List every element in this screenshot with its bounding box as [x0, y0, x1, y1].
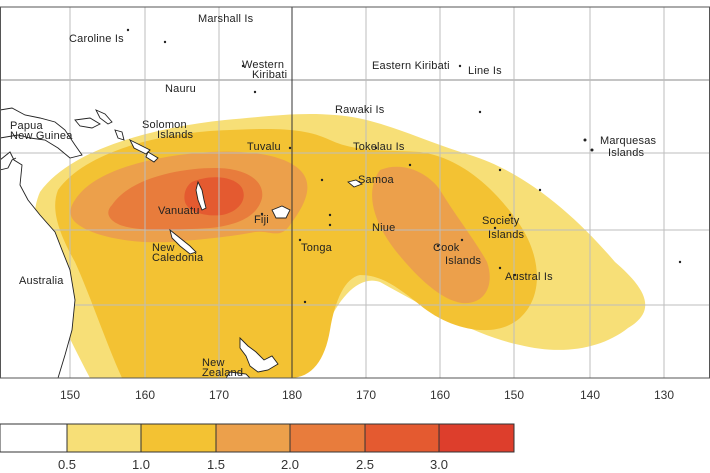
- label-solomon-2: Islands: [157, 129, 194, 141]
- label-new-zealand-2: Zealand: [202, 367, 243, 379]
- band-1-5-to-2-0-east: [372, 166, 490, 304]
- lon-tick-label: 160: [430, 388, 450, 402]
- label-line: Line Is: [468, 65, 502, 77]
- label-nauru: Nauru: [165, 83, 196, 95]
- samoa: [347, 179, 363, 188]
- lon-tick-label: 130: [654, 388, 674, 402]
- place-labels: Marshall Is Caroline Is Western Kiribati…: [10, 13, 657, 379]
- lon-tick-label: 150: [504, 388, 524, 402]
- label-new-zealand-1: New: [202, 357, 225, 369]
- colorbar-swatch: [216, 424, 290, 452]
- new-caledonia: [169, 228, 197, 255]
- lon-tick-label: 150: [60, 388, 80, 402]
- label-samoa: Samoa: [358, 174, 395, 186]
- lon-tick-label: 180: [282, 388, 302, 402]
- new-ireland: [95, 109, 113, 125]
- label-society-2: Islands: [488, 229, 525, 241]
- colorbar-tick-label: 2.0: [281, 457, 299, 472]
- label-vanuatu: Vanuatu: [158, 205, 200, 217]
- colorbar-swatch: [439, 424, 514, 452]
- label-australia: Australia: [19, 275, 64, 287]
- label-new-caledonia-1: New: [152, 242, 175, 254]
- lon-tick-label: 170: [356, 388, 376, 402]
- bougainville: [114, 129, 125, 141]
- label-western-kiribati-1: Western: [242, 59, 284, 71]
- new-guinea: [0, 107, 83, 159]
- new-britain: [74, 117, 101, 129]
- small-islands: [126, 28, 682, 304]
- label-tonga: Tonga: [301, 242, 333, 254]
- colorbar-swatch: [365, 424, 439, 452]
- label-solomon-1: Solomon: [142, 119, 187, 131]
- label-cook-1: Cook: [433, 242, 460, 254]
- colorbar-tick-label: 0.5: [58, 457, 76, 472]
- cape-york: [0, 157, 17, 171]
- label-marquesas-2: Islands: [608, 147, 645, 159]
- label-new-caledonia-2: Caledonia: [152, 252, 204, 264]
- label-marquesas-1: Marquesas: [600, 135, 657, 147]
- colorbar-tick-label: 1.0: [132, 457, 150, 472]
- colorbar-tick-label: 1.5: [207, 457, 225, 472]
- label-eastern-kiribati: Eastern Kiribati: [372, 60, 450, 72]
- label-western-kiribati-2: Kiribati: [252, 69, 287, 81]
- colorbar-outline: [0, 423, 515, 453]
- colorbar-swatch: [290, 424, 365, 452]
- label-cook-2: Islands: [445, 255, 482, 267]
- label-caroline: Caroline Is: [69, 33, 124, 45]
- label-fiji: Fiji: [254, 214, 269, 226]
- label-tuvalu: Tuvalu: [247, 141, 281, 153]
- colorbar-swatch: [0, 424, 67, 452]
- landmasses: [0, 107, 363, 379]
- fiji: [271, 205, 291, 219]
- colorbar-tick-label: 3.0: [430, 457, 448, 472]
- australia-coastline: [0, 151, 76, 379]
- label-austral: Austral Is: [505, 271, 553, 283]
- label-society-1: Society: [482, 215, 520, 227]
- colorbar-swatch: [141, 424, 216, 452]
- label-png-1: Papua: [10, 120, 43, 132]
- lon-tick-label: 160: [135, 388, 155, 402]
- label-marshall: Marshall Is: [198, 13, 254, 25]
- lon-tick-label: 140: [580, 388, 600, 402]
- contour-bands: [34, 113, 646, 378]
- label-png-2: New Guinea: [10, 130, 73, 142]
- label-rawaki: Rawaki Is: [335, 104, 385, 116]
- colorbar-tick-label: 2.5: [356, 457, 374, 472]
- lon-tick-label: 170: [209, 388, 229, 402]
- new-zealand-north: [239, 336, 279, 373]
- label-niue: Niue: [372, 222, 395, 234]
- colorbar-legend: 0.5 1.0 1.5 2.0 2.5 3.0: [0, 423, 515, 472]
- solomon-island-b: [145, 151, 159, 163]
- vanuatu: [195, 180, 207, 211]
- longitude-axis: 150 160 170 180 170 160 150 140 130: [60, 388, 674, 402]
- label-tokelau: Tokelau Is: [353, 141, 405, 153]
- colorbar-swatch: [67, 424, 141, 452]
